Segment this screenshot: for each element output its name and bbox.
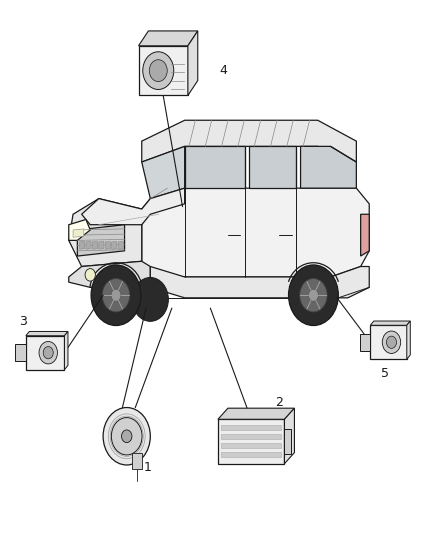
- Circle shape: [91, 265, 141, 326]
- Circle shape: [85, 269, 95, 281]
- Polygon shape: [69, 199, 142, 266]
- Polygon shape: [221, 434, 281, 439]
- Polygon shape: [69, 261, 150, 287]
- Polygon shape: [249, 147, 296, 188]
- Polygon shape: [73, 229, 84, 237]
- Polygon shape: [221, 443, 281, 448]
- Circle shape: [149, 60, 167, 82]
- Polygon shape: [370, 325, 407, 359]
- Polygon shape: [79, 241, 85, 249]
- Polygon shape: [138, 31, 198, 46]
- Circle shape: [132, 278, 168, 321]
- Polygon shape: [284, 429, 291, 454]
- Polygon shape: [26, 332, 68, 336]
- Circle shape: [308, 289, 318, 301]
- Polygon shape: [64, 332, 68, 370]
- Circle shape: [143, 52, 174, 90]
- Polygon shape: [185, 147, 245, 188]
- Polygon shape: [92, 241, 98, 249]
- Text: 2: 2: [275, 396, 283, 409]
- Polygon shape: [132, 453, 142, 469]
- Polygon shape: [142, 147, 185, 199]
- Circle shape: [43, 346, 53, 359]
- Polygon shape: [26, 336, 64, 370]
- Circle shape: [121, 430, 132, 442]
- Circle shape: [386, 336, 396, 349]
- Text: 3: 3: [19, 315, 27, 328]
- Polygon shape: [188, 31, 198, 95]
- Polygon shape: [150, 266, 369, 298]
- Polygon shape: [15, 344, 26, 361]
- Polygon shape: [284, 408, 294, 464]
- Polygon shape: [138, 46, 188, 95]
- Polygon shape: [69, 220, 90, 240]
- Polygon shape: [99, 241, 104, 249]
- Circle shape: [300, 279, 327, 312]
- Polygon shape: [118, 241, 123, 249]
- Polygon shape: [218, 419, 284, 464]
- Circle shape: [111, 417, 142, 455]
- Polygon shape: [142, 120, 357, 162]
- Polygon shape: [218, 408, 294, 419]
- Polygon shape: [360, 334, 370, 351]
- Circle shape: [103, 408, 150, 465]
- Circle shape: [289, 265, 338, 326]
- Polygon shape: [300, 147, 357, 188]
- Text: 4: 4: [219, 64, 227, 77]
- Circle shape: [382, 331, 401, 353]
- Polygon shape: [86, 241, 91, 249]
- Polygon shape: [78, 225, 124, 256]
- Polygon shape: [407, 321, 410, 359]
- Polygon shape: [105, 241, 110, 249]
- Polygon shape: [112, 241, 117, 249]
- Polygon shape: [221, 425, 281, 430]
- Polygon shape: [360, 214, 369, 256]
- Circle shape: [39, 342, 57, 364]
- Polygon shape: [142, 188, 369, 277]
- Circle shape: [102, 279, 130, 312]
- Circle shape: [111, 289, 121, 301]
- Polygon shape: [370, 321, 410, 325]
- Text: 5: 5: [381, 367, 389, 380]
- Text: 1: 1: [144, 461, 152, 474]
- Polygon shape: [221, 451, 281, 457]
- Polygon shape: [81, 188, 185, 225]
